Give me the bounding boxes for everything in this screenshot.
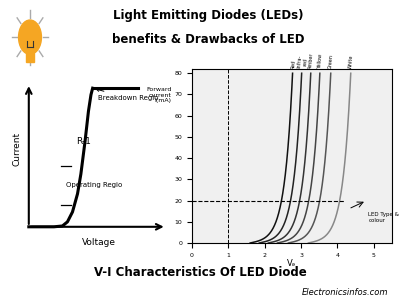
Text: Amber: Amber: [308, 52, 314, 69]
Text: Operating Regio: Operating Regio: [66, 182, 122, 188]
Text: LED Type &
colour: LED Type & colour: [368, 212, 399, 223]
Text: Voltage: Voltage: [82, 238, 116, 247]
Text: Electronicsinfos.com: Electronicsinfos.com: [302, 288, 388, 297]
Text: White: White: [348, 54, 354, 69]
Text: Current: Current: [12, 132, 22, 166]
Text: Green: Green: [328, 54, 334, 69]
X-axis label: Vₔ: Vₔ: [287, 259, 297, 268]
Text: Red: Red: [290, 59, 296, 69]
Text: benefits & Drawbacks of LED: benefits & Drawbacks of LED: [112, 33, 304, 46]
Text: Breakdown Regio: Breakdown Regio: [96, 88, 158, 101]
Text: Infra-
red: Infra- red: [296, 55, 308, 69]
Y-axis label: Forward
current
I(mA): Forward current I(mA): [146, 87, 172, 103]
Text: Yellow: Yellow: [317, 53, 324, 69]
Bar: [26, 53, 34, 62]
Text: V-I Characteristics Of LED Diode: V-I Characteristics Of LED Diode: [94, 266, 306, 278]
Text: Light Emitting Diodes (LEDs): Light Emitting Diodes (LEDs): [113, 9, 303, 22]
Text: R-1: R-1: [76, 137, 91, 146]
Circle shape: [18, 20, 42, 54]
